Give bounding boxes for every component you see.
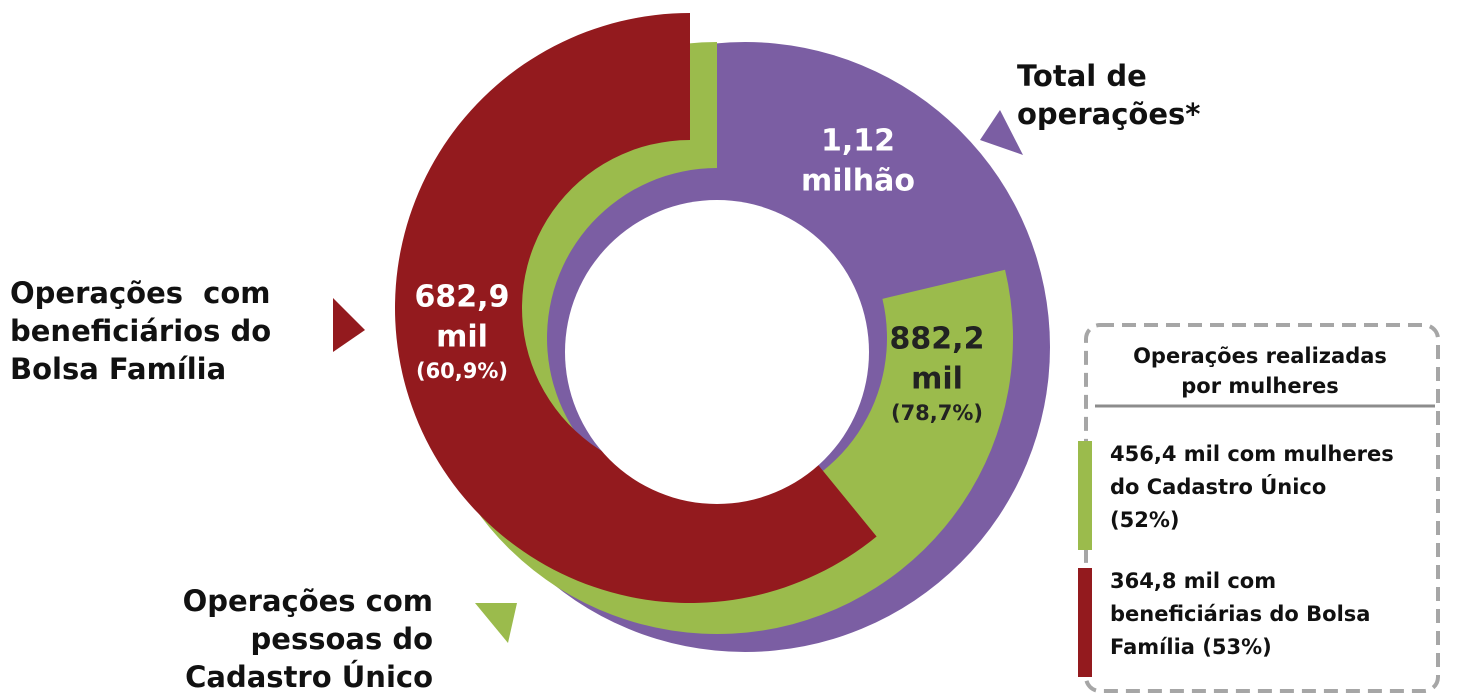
legend-swatch	[1078, 568, 1092, 677]
series-name: pessoas do	[251, 622, 433, 656]
value-label: mil	[911, 362, 963, 397]
legend-label: do Cadastro Único	[1110, 474, 1326, 499]
legend-label: (52%)	[1110, 508, 1179, 532]
series-name: Cadastro Único	[185, 660, 433, 694]
legend-label: beneficiárias do Bolsa	[1110, 602, 1370, 626]
series-name: Operações com	[183, 584, 433, 618]
legend-title: por mulheres	[1181, 374, 1338, 398]
legend-label: 456,4 mil com mulheres	[1110, 442, 1394, 466]
ring-sector	[395, 13, 877, 604]
callout-arrow	[333, 298, 365, 352]
series-name: operações*	[1017, 97, 1200, 131]
value-label: mil	[436, 320, 488, 355]
series-name: Bolsa Família	[10, 352, 226, 386]
legend-title: Operações realizadas	[1133, 344, 1387, 368]
legend-label: Família (53%)	[1110, 635, 1272, 659]
value-label: 1,12	[821, 124, 895, 159]
series-name: beneficiários do	[10, 314, 271, 348]
legend-label: 364,8 mil com	[1110, 569, 1276, 593]
callout-arrow	[475, 603, 517, 643]
legend-swatch	[1078, 441, 1092, 550]
series-name: Operações com	[10, 276, 271, 310]
series-name: Total de	[1017, 59, 1147, 93]
callout-arrow	[980, 110, 1023, 155]
donut-hole	[565, 200, 869, 504]
percent-label: (78,7%)	[891, 401, 983, 425]
value-label: 882,2	[890, 322, 985, 357]
value-label: 682,9	[415, 280, 510, 315]
value-label: milhão	[801, 164, 915, 199]
percent-label: (60,9%)	[416, 359, 508, 383]
